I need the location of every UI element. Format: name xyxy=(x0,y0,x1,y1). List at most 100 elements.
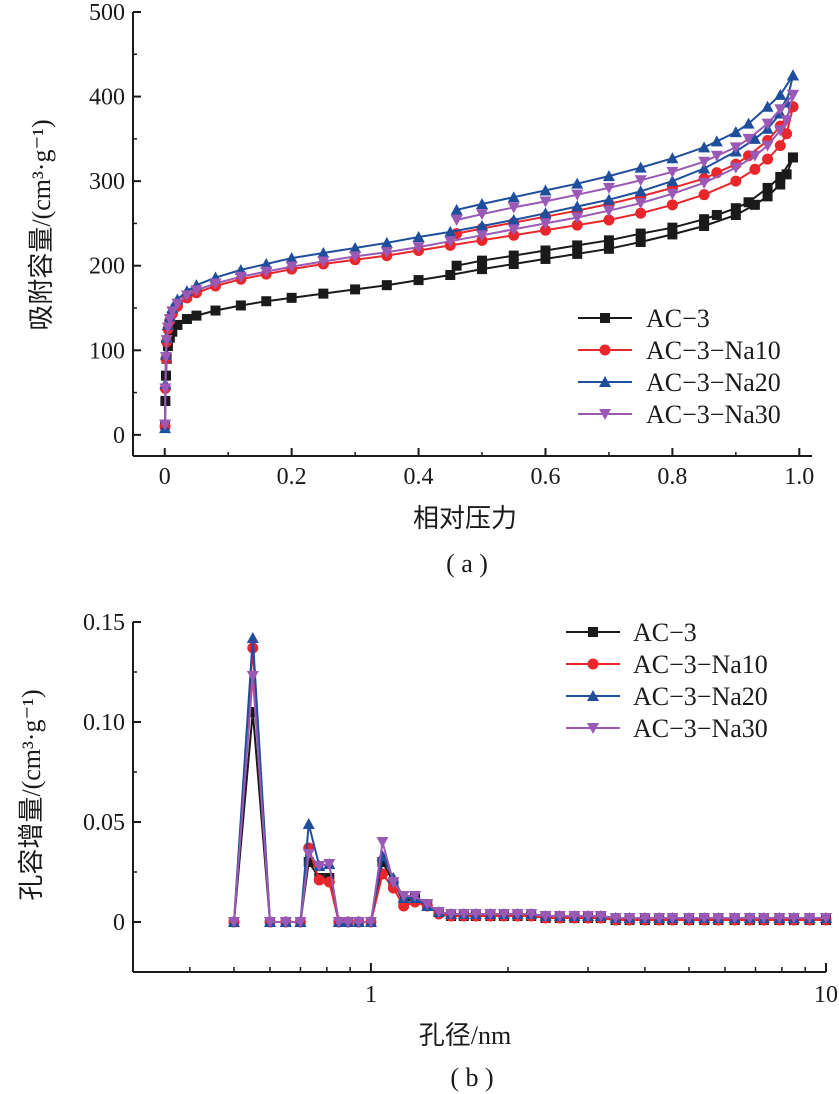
panel-a-axes: 0 0.2 0.4 0.6 0.8 1.0 0 100 200 300 400 500 xyxy=(89,0,814,490)
panel-b-legend-marker xyxy=(587,723,599,734)
panel-a-data-point xyxy=(730,203,741,214)
panel-a-data-point xyxy=(159,383,172,395)
panel-b-data-point xyxy=(743,913,756,924)
panel-a-data-point xyxy=(349,241,362,253)
panel-a-legend-marker xyxy=(600,313,610,323)
panel-b-data-point xyxy=(227,917,240,928)
panel-a-legend-marker xyxy=(599,409,611,420)
panel-a-data-point xyxy=(571,212,584,224)
panel-a-data-point xyxy=(210,305,221,316)
panel-a-data-point xyxy=(540,245,551,256)
panel-a-data-point xyxy=(749,163,761,175)
panel-a-data-point xyxy=(698,162,711,174)
panel-a-data-point xyxy=(234,271,247,283)
panel-b-legend: AC−3 AC−3−Na10 AC−3−Na20 AC−3−Na30 xyxy=(566,618,768,743)
panel-a-data-point xyxy=(260,266,273,278)
panel-b-data-point xyxy=(553,911,566,922)
panel-b-data-point xyxy=(246,671,259,682)
panel-a-data-point xyxy=(285,252,298,264)
panel-b-legend-label: AC−3−Na20 xyxy=(633,682,768,711)
panel-b-data-point xyxy=(653,913,666,924)
panel-b-data-point xyxy=(341,917,354,928)
panel-a-data-point xyxy=(775,179,786,190)
panel-a-data-point xyxy=(317,247,330,259)
panel-a-data-point xyxy=(602,182,615,194)
panel-a-data-point xyxy=(350,284,361,295)
panel-a-data-point xyxy=(540,253,551,264)
panel-a-data-point xyxy=(666,166,679,178)
panel-a-data-point xyxy=(710,150,723,162)
panel-a-data-point xyxy=(634,161,647,173)
panel-b-data-point xyxy=(539,911,552,922)
panel-b-data-point xyxy=(332,917,345,928)
panel-a-data-point xyxy=(171,298,184,310)
panel-a-data-point xyxy=(161,322,174,334)
panel-b-data-point xyxy=(609,913,622,924)
panel-a-data-point xyxy=(729,142,742,154)
panel-b-data-point xyxy=(409,891,422,902)
panel-b-data-point xyxy=(803,913,816,924)
panel-a-data-point xyxy=(235,300,246,311)
panel-b-series-line xyxy=(233,675,826,923)
panel-a-data-point xyxy=(730,209,741,220)
panel-a-data-point xyxy=(507,224,520,236)
panel-b-data-point xyxy=(623,913,636,924)
panel-a-data-point xyxy=(634,185,647,197)
panel-a-data-point xyxy=(698,189,710,201)
panel-a-series xyxy=(159,69,799,434)
panel-b-data-point xyxy=(698,913,711,924)
panel-b-data-point xyxy=(787,913,800,924)
panel-a-data-point xyxy=(412,230,425,242)
panel-a-data-point xyxy=(159,352,172,364)
panel-a-data-point xyxy=(444,236,457,248)
panel-b-data-point xyxy=(313,874,325,886)
panel-b-legend-marker xyxy=(588,627,598,637)
panel-a-data-point xyxy=(160,335,173,347)
panel-b-data-point xyxy=(398,900,410,912)
panel-a-data-point xyxy=(181,313,192,324)
panel-a-data-point xyxy=(774,88,787,100)
panel-b-series xyxy=(227,632,832,928)
panel-b-data-point xyxy=(638,913,651,924)
panel-a-data-point xyxy=(698,177,711,189)
panel-a-data-point xyxy=(508,259,519,270)
panel-b-data-point xyxy=(323,859,336,870)
panel-a-data-point xyxy=(603,243,614,254)
panel-a-data-point xyxy=(450,203,463,215)
panel-b-data-point xyxy=(303,857,314,867)
panel-b-y-tick-label: 0 xyxy=(113,910,125,936)
panel-a-data-point xyxy=(761,118,774,130)
panel-a-data-point xyxy=(774,104,787,116)
panel-a-data-point xyxy=(571,189,584,201)
panel-a-data-point xyxy=(539,196,552,208)
panel-a-data-point xyxy=(748,132,761,144)
panel-b-data-point xyxy=(397,891,410,902)
panel-a-x-tick-label: 0.6 xyxy=(530,464,560,490)
panel-a-data-point xyxy=(603,214,615,226)
panel-a-data-point xyxy=(571,177,584,189)
panel-a-data-point xyxy=(539,224,551,236)
panel-b-x-tick-label: 10 xyxy=(814,982,838,1008)
panel-b-data-point xyxy=(728,913,741,924)
panel-a-data-point xyxy=(635,207,647,219)
panel-b-y-tick-label: 0.10 xyxy=(83,710,125,736)
panel-b-data-point xyxy=(511,909,524,920)
panel-b-data-point xyxy=(457,909,470,920)
panel-a-data-point xyxy=(191,310,202,321)
panel-b-data-point xyxy=(387,877,400,888)
panel-b-data-point xyxy=(773,913,786,924)
panel-a-legend-label: AC−3−Na30 xyxy=(646,400,781,429)
panel-a-data-point xyxy=(476,230,489,242)
panel-a-data-point xyxy=(787,152,798,163)
panel-b-series-group xyxy=(227,671,832,928)
panel-a-data-point xyxy=(260,258,273,270)
panel-a-data-point xyxy=(571,200,584,212)
panel-b-legend-marker xyxy=(587,658,599,670)
panel-a-data-point xyxy=(285,261,298,273)
panel-a-legend-label: AC−3−Na10 xyxy=(646,336,781,365)
panel-b-data-point xyxy=(302,849,315,860)
panel-b-data-point xyxy=(820,913,832,924)
